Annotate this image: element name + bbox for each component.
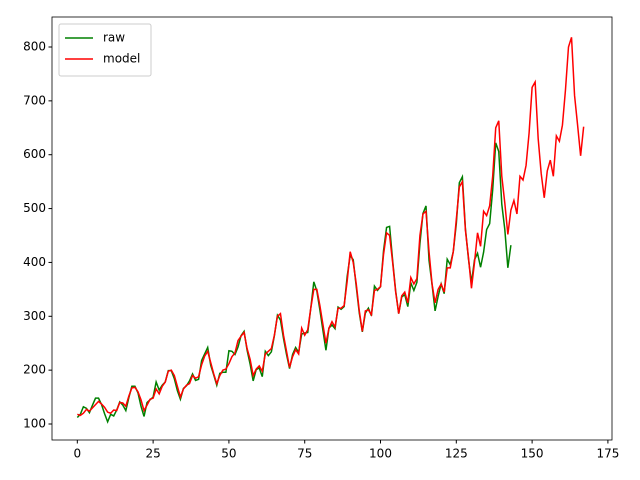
x-tick-label: 100 — [369, 447, 392, 461]
y-tick-label: 500 — [23, 201, 46, 215]
x-tick-label: 50 — [221, 447, 236, 461]
y-tick-label: 800 — [23, 39, 46, 53]
y-tick-label: 300 — [23, 309, 46, 323]
y-tick-label: 600 — [23, 147, 46, 161]
y-tick-label: 700 — [23, 93, 46, 107]
y-tick-label: 100 — [23, 417, 46, 431]
x-tick-label: 125 — [445, 447, 468, 461]
x-tick-label: 150 — [521, 447, 544, 461]
legend-label: raw — [103, 31, 125, 45]
x-tick-label: 0 — [73, 447, 81, 461]
x-tick-label: 75 — [297, 447, 312, 461]
legend-box — [58, 23, 152, 77]
x-tick-label: 25 — [145, 447, 160, 461]
line-series — [77, 37, 585, 417]
axes-frame — [51, 16, 613, 441]
y-tick-label: 400 — [23, 255, 46, 269]
x-tick-label: 175 — [596, 447, 619, 461]
y-tick-label: 200 — [23, 363, 46, 377]
legend-label: model — [103, 52, 140, 66]
